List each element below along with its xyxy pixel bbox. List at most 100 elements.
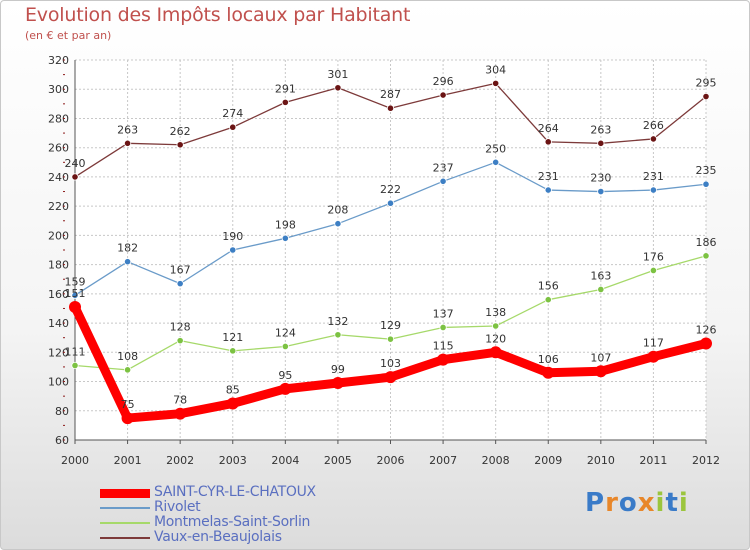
data-label: 126 [696, 324, 717, 337]
data-label: 274 [222, 107, 243, 120]
data-point [542, 366, 555, 379]
data-point [384, 371, 397, 384]
data-point [281, 342, 289, 351]
x-tick-label: 2008 [482, 454, 510, 467]
data-label: 124 [275, 326, 296, 339]
data-label: 287 [380, 88, 401, 101]
data-label: 137 [433, 307, 454, 320]
y-tick-label: 60 [55, 434, 69, 447]
data-point [492, 158, 500, 166]
data-point [229, 347, 237, 355]
logo-letter: i [655, 488, 666, 518]
data-point [334, 84, 342, 92]
y-tick-label: 140 [48, 317, 69, 330]
data-label: 296 [433, 75, 454, 88]
data-label: 266 [643, 119, 664, 132]
data-label: 115 [433, 340, 454, 353]
data-point [594, 365, 607, 378]
data-point [334, 331, 342, 339]
legend-label-montmelas: Montmelas-Saint-Sorlin [154, 514, 311, 530]
data-label: 111 [65, 345, 86, 358]
data-label: 263 [117, 123, 138, 136]
data-label: 138 [485, 306, 506, 319]
data-point [281, 234, 289, 242]
chart-title: Evolution des Impôts locaux par Habitant [25, 4, 411, 26]
y-tick-label: 280 [48, 112, 69, 125]
data-label: 291 [275, 82, 296, 95]
data-label: 235 [696, 164, 717, 177]
data-label: 107 [590, 351, 611, 364]
legend-swatch-vaux [100, 537, 150, 539]
data-point [334, 220, 342, 228]
data-label: 186 [696, 236, 717, 249]
data-label: 151 [65, 287, 86, 300]
data-label: 85 [226, 383, 240, 396]
data-label: 230 [590, 172, 611, 185]
data-point [229, 123, 237, 131]
data-label: 156 [538, 280, 559, 293]
data-label: 304 [485, 63, 506, 76]
x-tick-label: 2005 [324, 454, 352, 467]
data-label: 198 [275, 218, 296, 231]
data-label: 78 [173, 394, 187, 407]
x-tick-label: 2000 [61, 454, 89, 467]
data-point [176, 280, 184, 288]
data-point [121, 412, 134, 425]
data-point [544, 296, 552, 304]
legend-swatch-montmelas [100, 522, 150, 524]
x-tick-label: 2012 [692, 454, 720, 467]
x-tick-label: 2006 [377, 454, 405, 467]
data-point [492, 322, 500, 330]
data-point [702, 180, 710, 188]
data-point [597, 139, 605, 147]
y-tick-label: 260 [48, 142, 69, 155]
data-label: 250 [485, 142, 506, 155]
legend-swatch-saint-cyr [100, 489, 150, 498]
data-label: 301 [327, 68, 348, 81]
data-point [229, 246, 237, 254]
x-tick-label: 2002 [166, 454, 194, 467]
data-point [386, 335, 395, 343]
data-point [702, 252, 710, 260]
data-point [69, 301, 81, 313]
legend-label-vaux: Vaux-en-Beaujolais [154, 529, 282, 545]
data-label: 103 [380, 357, 401, 370]
logo-letter: r [605, 488, 619, 518]
y-tick-label: 80 [55, 405, 69, 418]
data-point [176, 337, 184, 345]
data-label: 106 [538, 353, 559, 366]
data-point [649, 186, 658, 194]
data-label: 182 [117, 242, 138, 255]
data-point [331, 377, 344, 389]
data-point [281, 98, 289, 106]
data-point [226, 397, 239, 410]
x-tick-label: 2009 [534, 454, 562, 467]
y-tick-label: 100 [48, 376, 69, 389]
data-point [123, 258, 132, 266]
y-tick-label: 180 [48, 259, 69, 272]
data-point [386, 199, 395, 207]
data-label: 75 [121, 398, 135, 411]
data-label: 99 [331, 363, 345, 376]
data-label: 262 [170, 125, 191, 138]
data-label: 120 [485, 332, 506, 345]
logo-letter: P [585, 488, 606, 518]
data-point [439, 323, 447, 332]
x-tick-label: 2010 [587, 454, 615, 467]
logo-letter: o [618, 488, 638, 518]
data-point [437, 353, 450, 366]
y-tick-label: 300 [48, 83, 69, 96]
data-point [702, 92, 710, 101]
data-point [71, 173, 79, 181]
logo-letter: i [678, 488, 689, 518]
chart-subtitle: (en € et par an) [25, 29, 112, 42]
data-label: 263 [590, 123, 611, 136]
data-label: 190 [222, 230, 243, 243]
data-label: 129 [380, 319, 401, 332]
data-label: 240 [65, 157, 86, 170]
legend-label-rivolet: Rivolet [154, 499, 201, 515]
y-tick-label: 160 [48, 288, 69, 301]
data-label: 208 [327, 204, 348, 217]
data-label: 176 [643, 250, 664, 263]
